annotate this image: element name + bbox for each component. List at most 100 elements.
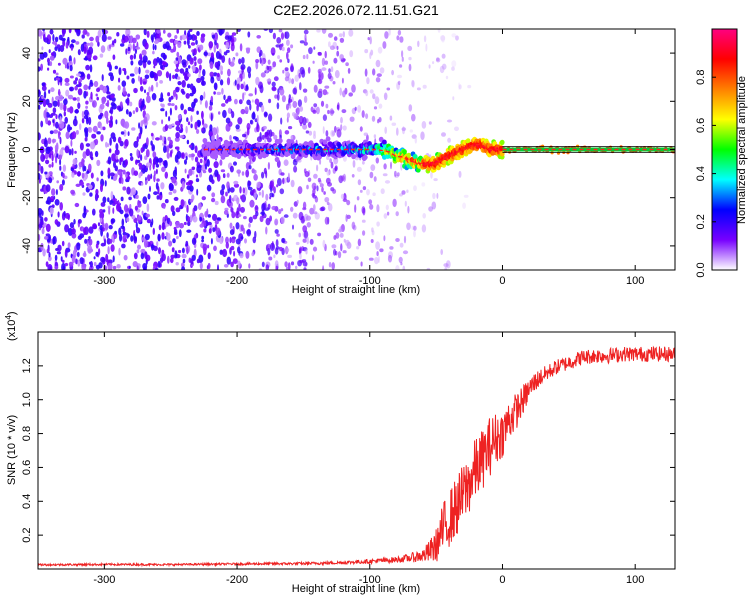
noise-speckle (334, 125, 337, 133)
noise-speckle (86, 73, 91, 80)
noise-speckle (399, 36, 404, 43)
noise-speckle (55, 72, 59, 76)
noise-speckle (324, 50, 327, 59)
noise-speckle (57, 211, 60, 218)
noise-speckle (161, 222, 165, 231)
noise-speckle (114, 65, 119, 70)
noise-speckle (153, 174, 156, 183)
noise-speckle (281, 237, 286, 244)
noise-speckle (136, 249, 140, 254)
signal-track (203, 144, 675, 165)
noise-speckle (189, 198, 194, 203)
noise-speckle (109, 122, 112, 128)
noise-speckle (88, 85, 91, 90)
noise-speckle (246, 84, 249, 91)
noise-speckle (361, 219, 366, 223)
noise-speckle (72, 97, 77, 101)
noise-speckle (96, 131, 101, 135)
noise-speckle (236, 169, 241, 174)
noise-speckle (253, 192, 257, 199)
noise-speckle (404, 200, 407, 207)
noise-speckle (243, 216, 247, 220)
noise-speckle (255, 211, 259, 217)
noise-speckle (80, 181, 84, 186)
noise-speckle (93, 261, 97, 267)
noise-speckle (237, 117, 243, 125)
signal-blob (351, 154, 356, 160)
noise-speckle (383, 235, 386, 242)
signal-blob (257, 154, 263, 160)
noise-speckle (59, 154, 63, 160)
noise-speckle (376, 73, 382, 77)
colorbar-tick-label: 0.2 (695, 214, 707, 229)
noise-speckle (416, 87, 421, 91)
noise-speckle (115, 155, 118, 160)
noise-speckle (396, 127, 399, 136)
noise-speckle (44, 171, 48, 175)
noise-speckle (112, 54, 116, 60)
noise-speckle (274, 94, 278, 99)
noise-speckle (354, 204, 357, 213)
noise-speckle (194, 121, 198, 130)
noise-speckle (186, 83, 191, 89)
noise-speckle (400, 262, 403, 266)
noise-speckle (382, 41, 387, 49)
noise-speckle (57, 130, 61, 140)
noise-speckle (48, 177, 53, 184)
noise-speckle (136, 149, 139, 158)
noise-speckle (248, 216, 253, 223)
noise-speckle (356, 196, 360, 201)
noise-speckle (43, 109, 47, 119)
noise-speckle (264, 112, 268, 117)
noise-speckle (408, 63, 412, 72)
noise-speckle (138, 173, 142, 179)
noise-speckle (348, 29, 354, 37)
noise-speckle (128, 111, 132, 118)
noise-speckle (248, 165, 252, 170)
y-tick-label: -40 (21, 238, 33, 254)
noise-speckle (59, 165, 62, 171)
noise-speckle (276, 184, 279, 188)
noise-speckle (399, 193, 403, 197)
noise-speckle (428, 64, 431, 69)
noise-speckle (187, 73, 191, 78)
noise-speckle (178, 249, 182, 254)
noise-speckle (190, 153, 195, 158)
noise-speckle (164, 140, 167, 145)
noise-speckle (199, 262, 203, 270)
noise-speckle (90, 91, 93, 100)
noise-speckle (342, 125, 347, 131)
noise-speckle (133, 87, 138, 94)
noise-speckle (201, 127, 204, 132)
noise-speckle (40, 165, 44, 174)
noise-speckle (170, 254, 176, 259)
noise-speckle (408, 104, 413, 112)
noise-speckle (334, 165, 338, 171)
noise-speckle (229, 165, 234, 173)
noise-speckle (432, 192, 436, 200)
noise-speckle (440, 35, 446, 41)
noise-speckle (115, 143, 119, 151)
noise-speckle (135, 107, 139, 113)
noise-speckle (174, 68, 180, 73)
noise-speckle (178, 229, 182, 238)
noise-speckle (89, 141, 96, 150)
noise-speckle (292, 112, 296, 117)
noise-speckle (197, 58, 203, 65)
noise-speckle (146, 30, 150, 38)
noise-speckle (64, 249, 68, 258)
noise-speckle (167, 136, 171, 141)
signal-blob (277, 138, 283, 144)
noise-speckle (138, 132, 142, 140)
noise-speckle (85, 105, 88, 109)
noise-speckle (333, 248, 337, 256)
noise-speckle (237, 246, 241, 254)
noise-speckle (239, 43, 243, 52)
noise-speckle (290, 65, 294, 73)
noise-speckle (286, 116, 289, 123)
noise-speckle (156, 241, 159, 247)
noise-speckle (180, 127, 184, 133)
noise-speckle (69, 75, 74, 79)
noise-speckle (208, 105, 213, 111)
signal-blob (556, 151, 561, 155)
